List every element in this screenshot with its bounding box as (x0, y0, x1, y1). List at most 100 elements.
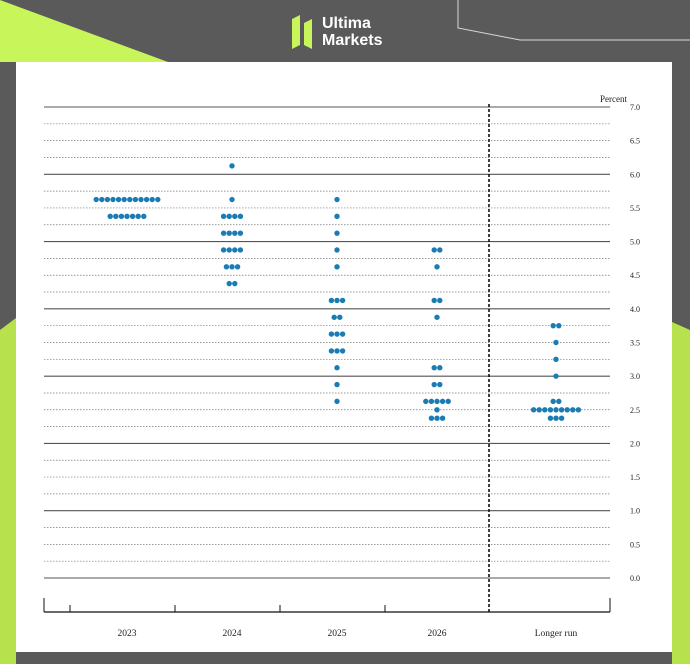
participant-dot (542, 407, 548, 413)
participant-dot (431, 297, 437, 304)
x-category-label: 2026 (428, 629, 447, 639)
participant-dot (564, 407, 570, 413)
participant-dot (334, 365, 340, 371)
participant-dot (334, 196, 340, 203)
participant-dot (437, 297, 443, 304)
participant-dot (220, 247, 227, 253)
ultima-markets-logo-icon (292, 15, 312, 49)
participant-dot (550, 398, 556, 405)
participant-dots (93, 163, 582, 421)
participant-dot (431, 247, 437, 253)
participant-dot (149, 196, 155, 203)
participant-dot (575, 407, 582, 413)
participant-dot (104, 196, 111, 203)
participant-dot (237, 213, 244, 220)
participant-dot (229, 163, 235, 169)
y-tick-label: 3.0 (630, 372, 640, 381)
participant-dot (135, 213, 141, 220)
y-tick-label: 0.5 (630, 540, 640, 549)
participant-dot (553, 415, 559, 421)
participant-dot (553, 407, 559, 413)
y-axis-unit-label: Percent (600, 94, 627, 104)
participant-dot (328, 331, 335, 337)
participant-dot (155, 196, 161, 203)
participant-dot (334, 230, 340, 236)
participant-dot (226, 230, 232, 236)
participant-dot (229, 196, 235, 203)
participant-dot (334, 398, 340, 405)
x-axis: 2023 2024 2025 2026 Longer run (43, 598, 611, 639)
participant-dot (226, 280, 232, 287)
participant-dot (437, 365, 443, 371)
participant-dot (113, 213, 119, 220)
participant-dot (107, 213, 113, 220)
participant-dot (445, 398, 451, 405)
participant-dot (334, 247, 340, 253)
participant-dot (334, 213, 340, 220)
participant-dot (334, 297, 340, 304)
participant-dot (232, 213, 238, 220)
participant-dot (556, 398, 562, 405)
participant-dot (124, 213, 130, 220)
y-tick-label: 1.5 (630, 473, 640, 482)
participant-dot (437, 381, 443, 388)
participant-dot (223, 264, 230, 270)
y-tick-label: 4.0 (630, 305, 640, 314)
participant-dot (556, 322, 562, 329)
y-tick-label: 6.5 (630, 137, 640, 146)
x-category-label: 2023 (118, 629, 137, 639)
participant-dot (138, 196, 144, 203)
y-tick-label: 7.0 (630, 103, 640, 112)
brand-logo: Ultima Markets (292, 14, 382, 50)
participant-dot (558, 407, 565, 413)
participant-dot (232, 247, 238, 253)
y-tick-label: 4.5 (630, 271, 640, 280)
participant-dot (431, 365, 437, 371)
chart-panel: 0.0 0.5 1.0 1.5 2.0 2.5 3.0 3.5 4.0 4.5 5.0 5.5 6.0 6… (16, 62, 672, 652)
y-tick-label: 0.0 (630, 574, 640, 583)
participant-dot (553, 356, 559, 363)
participant-dot (129, 213, 136, 220)
participant-dot (328, 348, 335, 354)
participant-dot (339, 348, 346, 354)
participant-dot (334, 331, 340, 337)
y-tick-label: 3.5 (630, 339, 640, 348)
x-category-label: 2025 (328, 629, 347, 639)
participant-dot (234, 264, 241, 270)
participant-dot (553, 339, 559, 346)
participant-dot (547, 407, 554, 413)
participant-dot (334, 381, 340, 388)
participant-dot (339, 297, 346, 304)
participant-dot (434, 264, 440, 270)
participant-dot (428, 415, 435, 421)
participant-dot (558, 415, 565, 421)
participant-dot (132, 196, 139, 203)
participant-dot (550, 322, 556, 329)
participant-dot (434, 314, 440, 320)
y-tick-label: 2.5 (630, 406, 640, 415)
brand-name: Ultima Markets (322, 15, 382, 49)
x-category-label: 2024 (223, 629, 242, 639)
participant-dot (232, 230, 238, 236)
participant-dot (127, 196, 133, 203)
participant-dot (331, 314, 337, 320)
participant-dot (93, 196, 99, 203)
participant-dot (434, 415, 440, 421)
participant-dot (110, 196, 116, 203)
y-tick-label: 6.0 (630, 170, 640, 179)
participant-dot (570, 407, 576, 413)
participant-dot (226, 247, 232, 253)
participant-dot (423, 398, 429, 405)
dot-plot-chart: 0.0 0.5 1.0 1.5 2.0 2.5 3.0 3.5 4.0 4.5 5.0 5.5 6.0 6… (43, 94, 640, 639)
participant-dot (226, 213, 232, 220)
participant-dot (237, 247, 244, 253)
participant-dot (99, 196, 105, 203)
y-tick-labels: 0.0 0.5 1.0 1.5 2.0 2.5 3.0 3.5 4.0 4.5 5.0 5.5 6.0 6… (630, 103, 640, 583)
participant-dot (530, 407, 537, 413)
participant-dot (339, 331, 346, 337)
participant-dot (334, 348, 340, 354)
participant-dot (434, 407, 440, 413)
participant-dot (232, 280, 238, 287)
x-category-label: Longer run (535, 629, 578, 639)
y-tick-label: 5.5 (630, 204, 640, 213)
